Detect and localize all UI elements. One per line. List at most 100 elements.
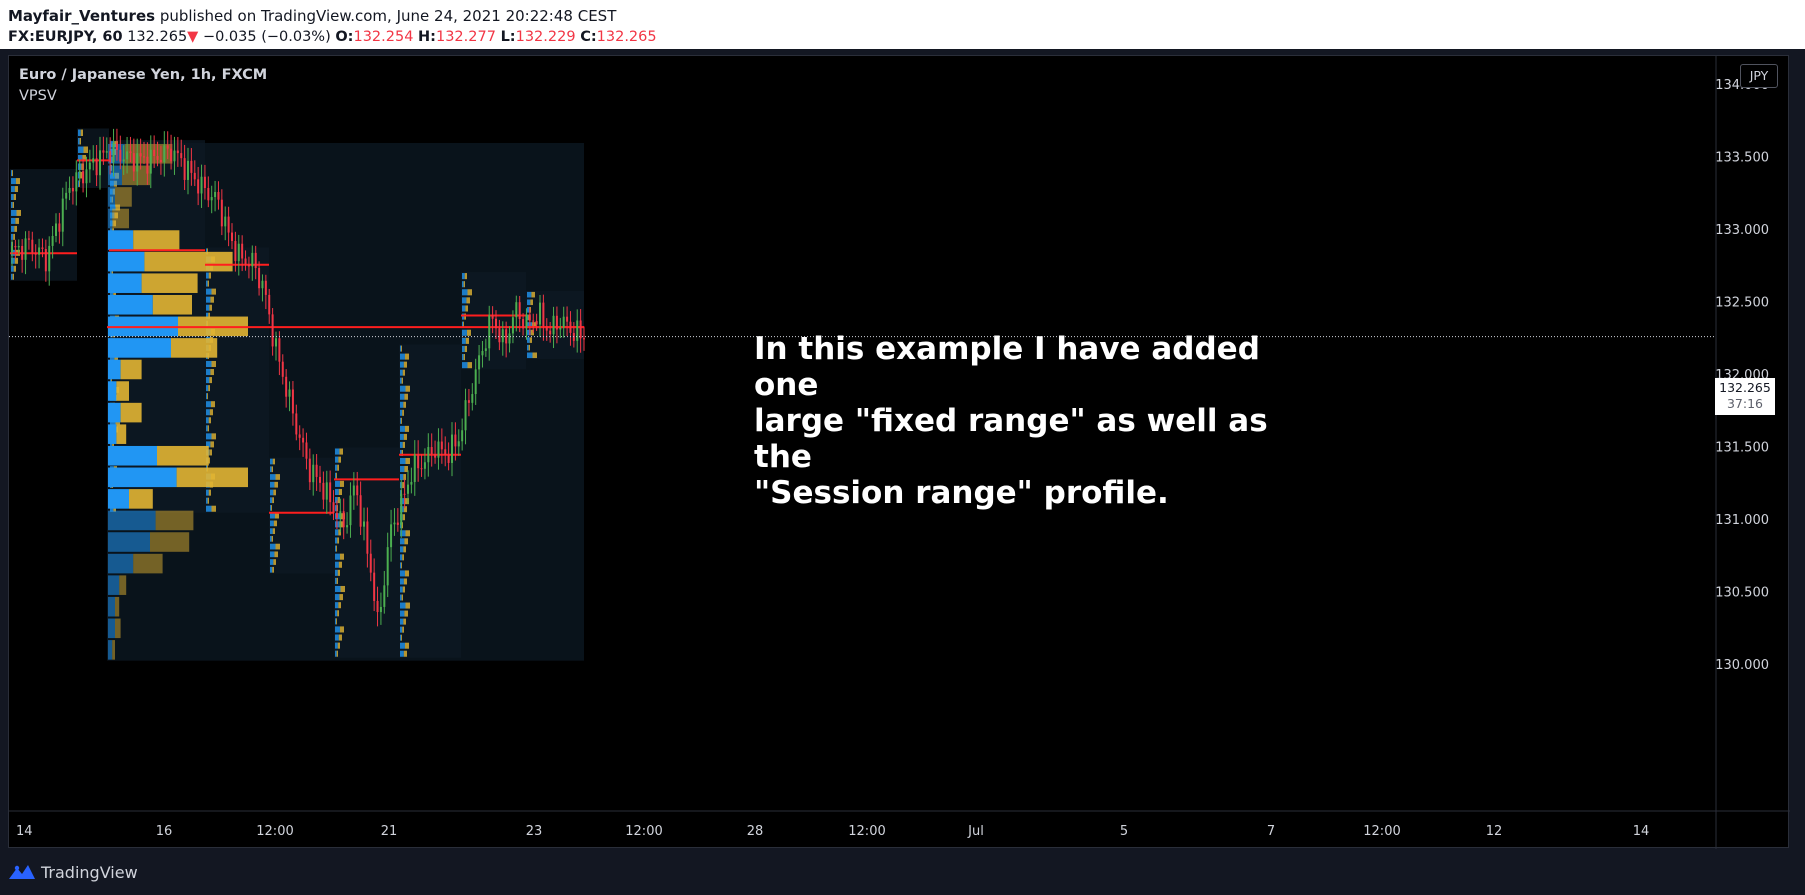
session-volume-bar <box>463 281 465 288</box>
session-volume-bar <box>11 265 14 272</box>
price-chart[interactable]: 134.000133.500133.000132.500132.000131.5… <box>9 56 1790 849</box>
session-volume-bar <box>402 409 404 416</box>
author-name[interactable]: Mayfair_Ventures <box>8 7 156 25</box>
close-label: C: <box>580 29 597 45</box>
candle-body <box>302 437 305 443</box>
session-volume-bar <box>206 441 211 448</box>
session-volume-bar <box>400 634 402 641</box>
publication-line: Mayfair_Ventures published on TradingVie… <box>8 7 616 25</box>
volume-profile-up-bar <box>108 294 153 315</box>
session-volume-bar <box>11 194 14 200</box>
session-volume-bar <box>113 220 116 227</box>
volume-profile-up-bar <box>108 208 113 229</box>
session-volume-bar <box>270 559 274 565</box>
session-volume-bar <box>335 569 338 576</box>
published-text: published on TradingView.com, June 24, 2… <box>155 7 617 25</box>
session-volume-bar <box>274 512 279 519</box>
session-volume-bar <box>115 204 120 211</box>
session-volume-bar <box>338 602 341 609</box>
session-volume-bar <box>335 626 340 633</box>
session-volume-bar <box>462 362 468 369</box>
annotation-line: "Session range" profile. <box>754 475 1169 511</box>
candle-body <box>291 389 294 414</box>
close-value: 132.265 <box>596 29 657 45</box>
session-volume-bar <box>403 578 407 585</box>
session-volume-bar <box>528 344 530 351</box>
session-volume-bar <box>462 321 464 328</box>
session-volume-bar <box>15 217 19 224</box>
session-volume-bar <box>400 498 405 505</box>
candle-body <box>410 481 413 485</box>
candle-body <box>251 252 254 267</box>
session-volume-bar <box>206 312 209 319</box>
candle-body <box>569 321 572 333</box>
session-volume-bar <box>208 457 210 464</box>
session-volume-bar <box>462 289 468 296</box>
candle-body <box>295 413 298 435</box>
volume-profile-up-bar <box>108 273 142 293</box>
session-volume-bar <box>401 449 403 456</box>
session-volume-bar <box>400 538 405 545</box>
session-volume-bar <box>400 361 404 368</box>
volume-profile-up-bar <box>108 489 129 509</box>
session-volume-bar <box>400 449 402 456</box>
session-volume-bar <box>206 280 208 287</box>
candle-body <box>261 280 264 289</box>
high-label: H: <box>418 29 436 45</box>
volume-profile-down-bar <box>176 467 248 488</box>
session-volume-bar <box>338 488 342 496</box>
candle-body <box>488 315 491 349</box>
session-volume-bar <box>400 353 405 360</box>
session-volume-bar <box>335 488 339 496</box>
session-volume-bar <box>206 288 212 295</box>
session-volume-bar <box>270 481 275 488</box>
session-volume-bar <box>12 241 13 248</box>
candle-body <box>275 338 277 347</box>
session-volume-bar <box>272 458 275 465</box>
session-volume-bar <box>405 385 410 392</box>
session-volume-bar <box>209 449 212 456</box>
session-volume-bar <box>400 578 404 585</box>
candle-body <box>329 482 332 503</box>
candle-body <box>241 243 244 259</box>
candle-body <box>227 216 230 233</box>
session-volume-bar <box>275 474 280 480</box>
session-volume-bar <box>335 448 340 455</box>
indicator-legend[interactable]: VPSV <box>19 88 57 104</box>
chart-panel[interactable]: 134.000133.500133.000132.500132.000131.5… <box>8 55 1790 849</box>
candle-body <box>268 294 271 315</box>
session-volume-bar <box>79 180 80 187</box>
candle-body <box>159 159 162 163</box>
candle-body <box>129 151 132 154</box>
last-price: 132.265 <box>127 29 188 45</box>
session-volume-bar <box>400 586 403 593</box>
currency-button[interactable]: JPY <box>1740 64 1778 88</box>
candle-body <box>390 524 393 548</box>
session-volume-bar <box>339 553 344 560</box>
tradingview-logo-icon[interactable] <box>8 862 36 882</box>
session-volume-bar <box>210 401 215 408</box>
session-volume-bar <box>206 272 209 279</box>
session-volume-bar <box>15 178 20 185</box>
tradingview-brand[interactable]: TradingView <box>41 863 138 882</box>
session-volume-bar <box>339 521 343 528</box>
session-volume-bar <box>402 554 404 561</box>
candle-body <box>102 150 105 153</box>
y-tick-label: 133.000 <box>1715 223 1769 238</box>
candle-body <box>495 318 497 329</box>
volume-profile-up-bar <box>108 596 115 617</box>
x-tick-label: 23 <box>526 824 543 839</box>
candle-body <box>552 315 555 335</box>
session-volume-bar <box>335 505 337 512</box>
chart-legend-title[interactable]: Euro / Japanese Yen, 1h, FXCM <box>19 67 268 83</box>
session-volume-bar <box>337 497 340 504</box>
session-volume-bar <box>336 618 337 625</box>
volume-profile-up-bar <box>108 618 115 639</box>
x-tick-label: 12:00 <box>1363 824 1400 839</box>
candle-body <box>471 394 474 403</box>
candle-body <box>156 156 159 160</box>
annotation-text[interactable]: In this example I have added one large "… <box>754 331 1314 511</box>
session-profile-box <box>10 169 77 281</box>
session-volume-bar <box>270 543 276 550</box>
x-tick-label: 12:00 <box>625 824 662 839</box>
